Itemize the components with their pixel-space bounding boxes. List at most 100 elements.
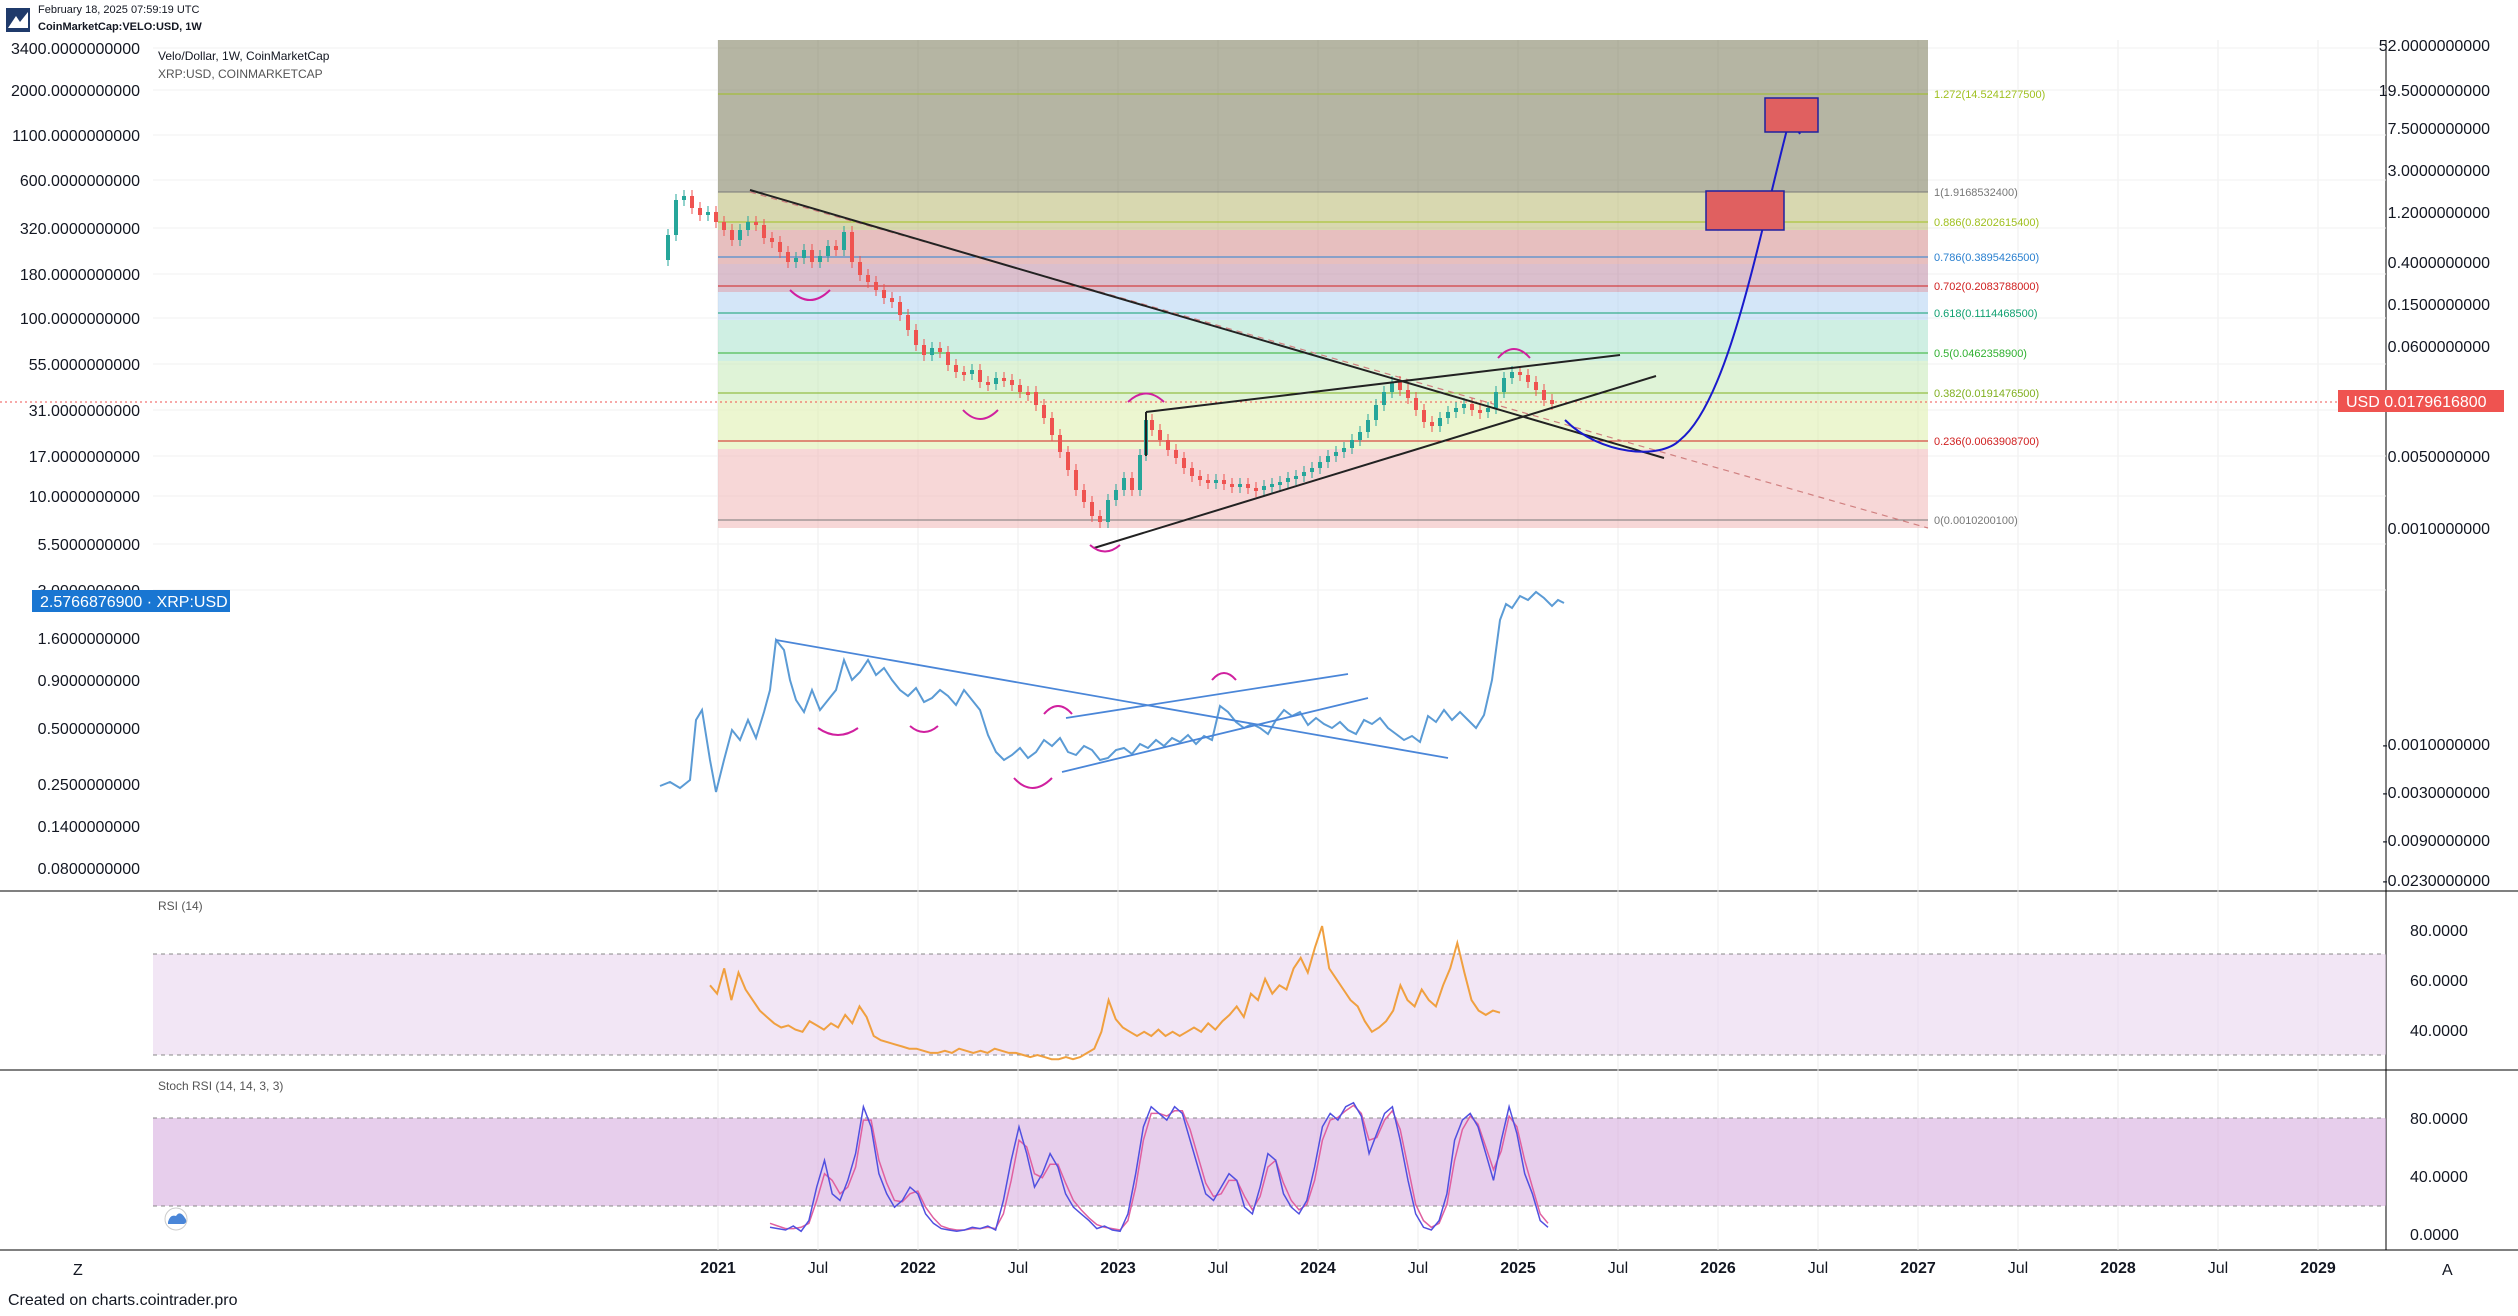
rsi-tick-label: 60.0000 — [2410, 973, 2468, 990]
right-price-tick-label: 52.0000000000 — [2379, 38, 2490, 55]
right-price-tick-label: 7.5000000000 — [2388, 121, 2490, 138]
fib-zone-0886 — [718, 230, 1928, 264]
rsi-label: RSI (14) — [158, 899, 203, 913]
rsi-axis[interactable]: 80.0000 60.0000 40.0000 — [2410, 923, 2468, 1040]
xrp-price-badge: 2.5766876900 · XRP:USD — [32, 590, 230, 612]
xrp-right-axis[interactable]: -0.0010000000 -0.0030000000 -0.0090000000 -… — [2382, 737, 2490, 890]
fib-zone-0786 — [718, 264, 1928, 292]
fib-level-label: 1.272(14.5241277500) — [1934, 89, 2045, 101]
overlay-series-title: XRP:USD, COINMARKETCAP — [158, 67, 323, 81]
right-price-tick-label: 0.4000000000 — [2388, 255, 2490, 272]
fib-level-label: 0.618(0.1114468500) — [1934, 308, 2038, 320]
right-price-tick-label: 19.5000000000 — [2379, 83, 2490, 100]
footer-credit: Created on charts.cointrader.pro — [8, 1292, 238, 1309]
fibonacci-retracement[interactable]: 1.272(14.5241277500) 1(1.9168532400) 0.886… — [718, 40, 2045, 528]
channel-upper-line[interactable] — [1145, 354, 1621, 413]
xrp-right-tick-label: -0.0030000000 — [2382, 785, 2490, 802]
time-tick-label: 2028 — [2100, 1260, 2136, 1277]
price-tick-label: 17.0000000000 — [29, 449, 140, 466]
xrp-trendlines[interactable] — [775, 639, 1449, 773]
fib-level-label: 0.786(0.3895426500) — [1934, 252, 2039, 264]
xrp-tick-label: 1.6000000000 — [38, 631, 140, 648]
price-tick-label: 2000.0000000000 — [11, 83, 140, 100]
rsi-tick-label: 40.0000 — [2410, 1023, 2468, 1040]
fib-zone-05 — [718, 361, 1928, 400]
time-tick-label: 2027 — [1900, 1260, 1936, 1277]
time-tick-label: Jul — [1208, 1260, 1228, 1277]
velo-candlesticks — [666, 190, 1554, 528]
auto-scale-button[interactable]: A — [2432, 1256, 2464, 1282]
price-tick-label: 5.5000000000 — [38, 537, 140, 554]
stoch-tick-label: 40.0000 — [2410, 1169, 2468, 1186]
time-tick-label: Jul — [808, 1260, 828, 1277]
fib-level-label: 0.702(0.2083788000) — [1934, 281, 2039, 293]
xrp-left-axis[interactable]: 1.6000000000 0.9000000000 0.5000000000 0.25… — [38, 631, 140, 878]
cycle-arc-markers — [789, 289, 1531, 789]
trendline-drawings[interactable] — [749, 97, 1819, 789]
xrp-right-tick-label: -0.0090000000 — [2382, 833, 2490, 850]
price-tick-label: 600.0000000000 — [20, 173, 140, 190]
xrp-tick-label: 0.0800000000 — [38, 861, 140, 878]
svg-text:2.5766876900 · XRP:USD: 2.5766876900 · XRP:USD — [40, 594, 228, 611]
z-button-label: Z — [73, 1262, 83, 1279]
price-tick-label: 31.0000000000 — [29, 403, 140, 420]
right-price-tick-label: 3.0000000000 — [2388, 163, 2490, 180]
fib-zone-0618 — [718, 320, 1928, 361]
time-tick-label: Jul — [2208, 1260, 2228, 1277]
main-series-title: Velo/Dollar, 1W, CoinMarketCap — [158, 49, 330, 63]
fib-level-label: 0(0.0010200100) — [1934, 515, 2018, 527]
right-price-tick-label: 1.2000000000 — [2388, 205, 2490, 222]
rsi-line — [709, 925, 1501, 1061]
right-price-tick-label: 0.0050000000 — [2388, 449, 2490, 466]
snapshot-date: February 18, 2025 07:59:19 UTC — [38, 4, 200, 16]
stoch-axis[interactable]: 80.0000 40.0000 0.0000 — [2410, 1111, 2468, 1244]
time-tick-label: Jul — [1608, 1260, 1628, 1277]
rsi-band — [153, 954, 2386, 1055]
xrp-pane — [659, 590, 1565, 793]
time-tick-label: 2023 — [1100, 1260, 1136, 1277]
price-tick-label: 100.0000000000 — [20, 311, 140, 328]
xrp-right-tick-label: -0.0010000000 — [2382, 737, 2490, 754]
right-price-tick-label: 0.0010000000 — [2388, 521, 2490, 538]
time-tick-label: Jul — [1808, 1260, 1828, 1277]
time-tick-label: 2021 — [700, 1260, 736, 1277]
fib-zone-0702 — [718, 292, 1928, 320]
price-tick-label: 3400.0000000000 — [11, 41, 140, 58]
usd-price-badge: USD 0.0179616800 — [2338, 390, 2504, 412]
rsi-tick-label: 80.0000 — [2410, 923, 2468, 940]
fib-level-label: 0.5(0.0462358900) — [1934, 348, 2027, 360]
channel-lower-line[interactable] — [1093, 375, 1657, 549]
cloud-icon[interactable] — [164, 1207, 188, 1231]
svg-text:USD 0.0179616800: USD 0.0179616800 — [2346, 394, 2487, 411]
symbol-info: CoinMarketCap:VELO:USD, 1W — [38, 21, 202, 33]
fib-zone-0382 — [718, 400, 1928, 449]
xrp-tick-label: 0.2500000000 — [38, 777, 140, 794]
zoom-reset-button[interactable]: Z — [62, 1256, 94, 1282]
right-price-tick-label: 0.0600000000 — [2388, 339, 2490, 356]
xrp-tick-label: 0.9000000000 — [38, 673, 140, 690]
price-tick-label: 180.0000000000 — [20, 267, 140, 284]
price-tick-label: 320.0000000000 — [20, 221, 140, 238]
stoch-band — [153, 1118, 2386, 1206]
time-tick-label: 2022 — [900, 1260, 936, 1277]
fib-zone-0236 — [718, 449, 1928, 528]
xrp-price-line — [659, 590, 1565, 793]
right-price-axis[interactable]: 52.0000000000 19.5000000000 7.5000000000 3.… — [2379, 38, 2490, 538]
rsi-pane — [153, 925, 2386, 1061]
descending-trendline[interactable] — [749, 189, 1665, 459]
time-tick-label: 2029 — [2300, 1260, 2336, 1277]
xrp-tick-label: 0.1400000000 — [38, 819, 140, 836]
right-price-tick-label: 0.1500000000 — [2388, 297, 2490, 314]
target-box-1[interactable] — [1705, 190, 1785, 231]
a-button-label: A — [2442, 1262, 2453, 1279]
stoch-label: Stoch RSI (14, 14, 3, 3) — [158, 1079, 283, 1093]
time-tick-label: 2024 — [1300, 1260, 1336, 1277]
stoch-tick-label: 0.0000 — [2410, 1227, 2459, 1244]
target-box-2[interactable] — [1764, 97, 1819, 133]
time-axis[interactable]: 2021 Jul 2022 Jul 2023 Jul 2024 Jul 2025 Jul 2026 J… — [700, 1260, 2336, 1277]
fib-level-label: 1(1.9168532400) — [1934, 187, 2018, 199]
chart-header: February 18, 2025 07:59:19 UTC CoinMarke… — [0, 0, 2518, 40]
cointrader-logo-icon — [6, 8, 30, 32]
price-tick-label: 55.0000000000 — [29, 357, 140, 374]
